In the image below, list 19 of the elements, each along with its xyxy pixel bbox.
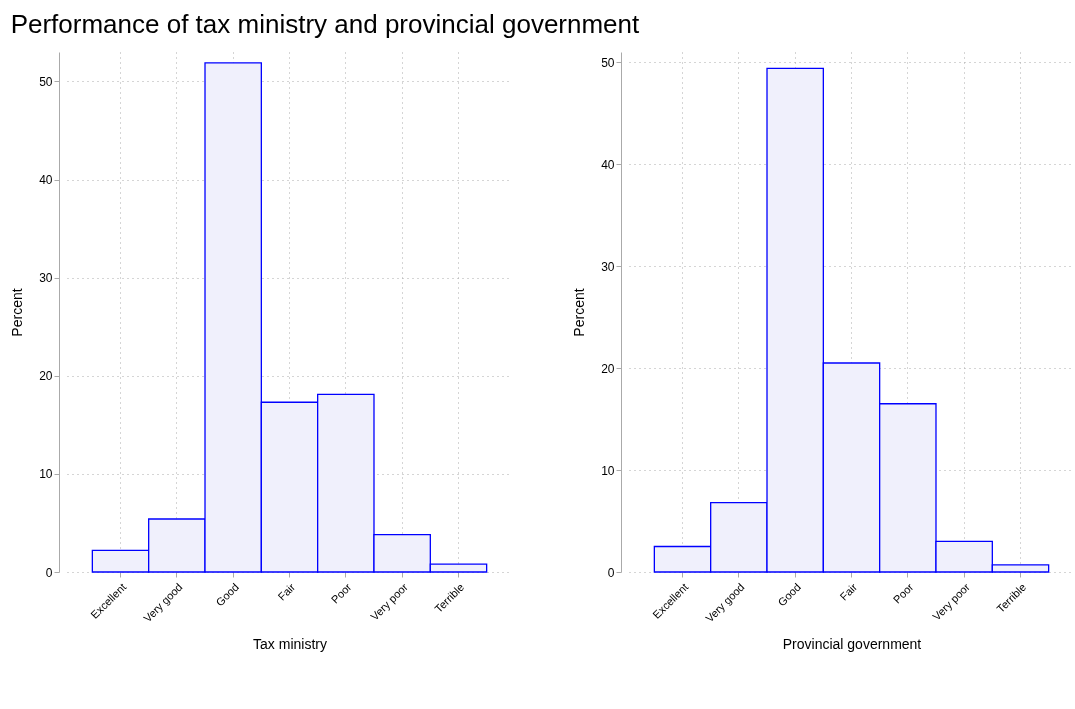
y-tick-label: 30 — [601, 259, 615, 274]
y-tick-label: 0 — [607, 565, 615, 580]
y-tick-label: 50 — [601, 55, 615, 70]
x-axis-title: Tax ministry — [253, 636, 327, 653]
y-tick-label: 40 — [601, 157, 615, 172]
y-tick-label: 20 — [601, 361, 615, 376]
y-axis-title: Percent — [571, 288, 588, 337]
y-tick-label: 0 — [45, 565, 53, 580]
chart-title: Performance of tax ministry and provincial government — [10, 9, 641, 39]
y-tick-label: 40 — [39, 173, 53, 188]
y-tick-label: 30 — [39, 271, 53, 286]
y-tick-label: 10 — [39, 467, 53, 482]
x-tick-label: Fair — [837, 580, 860, 603]
x-tick-label: Fair — [275, 580, 298, 603]
x-axis-title: Provincial government — [782, 636, 922, 653]
y-tick-label: 50 — [39, 74, 53, 89]
y-axis-title: Percent — [9, 288, 26, 337]
y-tick-label: 20 — [39, 369, 53, 384]
y-tick-label: 10 — [601, 463, 615, 478]
